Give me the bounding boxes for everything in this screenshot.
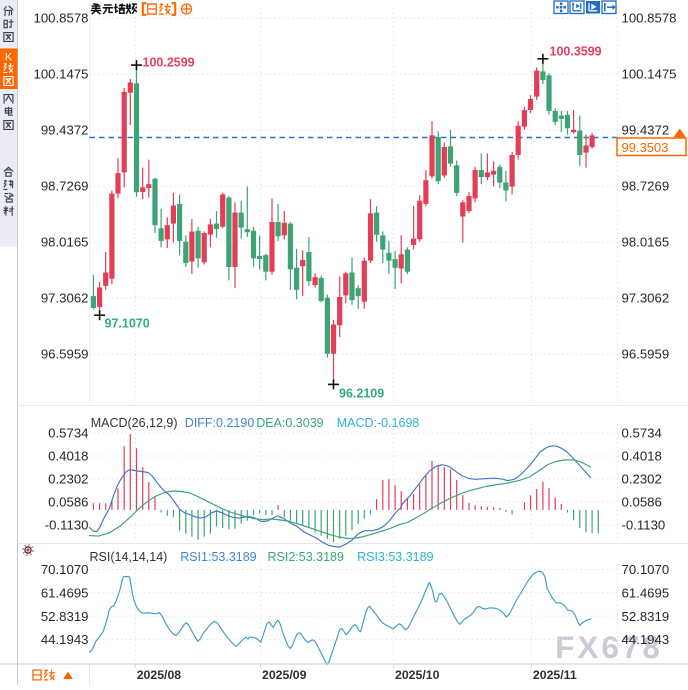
svg-text:98.7269: 98.7269: [622, 179, 670, 194]
svg-text:100.8578: 100.8578: [33, 11, 88, 26]
svg-text:2025/11: 2025/11: [533, 668, 577, 682]
svg-text:96.5959: 96.5959: [41, 347, 89, 362]
svg-text:70.1070: 70.1070: [41, 562, 89, 577]
svg-text:98.0165: 98.0165: [41, 235, 89, 250]
svg-text:100.1475: 100.1475: [33, 67, 88, 82]
svg-text:97.3062: 97.3062: [41, 291, 89, 306]
svg-text:DIFF:0.2190: DIFF:0.2190: [185, 416, 255, 430]
svg-text:52.8319: 52.8319: [622, 609, 670, 624]
svg-text:0.4018: 0.4018: [48, 449, 88, 464]
svg-text:96.5959: 96.5959: [622, 347, 670, 362]
svg-text:0.2302: 0.2302: [622, 472, 662, 487]
svg-text:44.1943: 44.1943: [41, 632, 89, 647]
svg-text:52.8319: 52.8319: [41, 609, 89, 624]
svg-text:RSI2:53.3189: RSI2:53.3189: [268, 550, 344, 564]
svg-text:100.1475: 100.1475: [622, 67, 677, 82]
svg-text:98.7269: 98.7269: [41, 179, 89, 194]
svg-text:70.1070: 70.1070: [622, 562, 670, 577]
svg-text:RSI3:53.3189: RSI3:53.3189: [357, 550, 433, 564]
svg-text:98.0165: 98.0165: [622, 235, 670, 250]
svg-text:99.4372: 99.4372: [41, 123, 89, 138]
svg-text:0.4018: 0.4018: [622, 449, 662, 464]
svg-text:2025/08: 2025/08: [137, 668, 182, 682]
svg-text:-0.1130: -0.1130: [45, 518, 89, 533]
svg-text:K: K: [5, 52, 13, 64]
svg-text:-0.1130: -0.1130: [622, 518, 666, 533]
svg-text:100.2599: 100.2599: [143, 56, 195, 70]
svg-text:97.1070: 97.1070: [105, 317, 150, 331]
svg-text:2025/10: 2025/10: [395, 668, 440, 682]
svg-text:100.3599: 100.3599: [550, 45, 602, 59]
svg-text:96.2109: 96.2109: [339, 387, 384, 401]
svg-text:RSI1:53.3189: RSI1:53.3189: [180, 550, 256, 564]
svg-text:0.5734: 0.5734: [622, 426, 662, 441]
svg-text:0.0586: 0.0586: [48, 495, 88, 510]
svg-text:97.3062: 97.3062: [622, 291, 670, 306]
svg-text:61.4695: 61.4695: [622, 586, 670, 601]
svg-text:0.2302: 0.2302: [48, 472, 88, 487]
svg-text:2025/09: 2025/09: [262, 668, 307, 682]
svg-text:100.8578: 100.8578: [622, 11, 677, 26]
svg-text:0.5734: 0.5734: [48, 426, 88, 441]
svg-text:99.3503: 99.3503: [622, 140, 669, 155]
svg-text:61.4695: 61.4695: [41, 586, 89, 601]
svg-text:RSI(14,14,14): RSI(14,14,14): [90, 550, 168, 564]
svg-text:DEA:0.3039: DEA:0.3039: [256, 416, 323, 430]
svg-text:44.1943: 44.1943: [622, 632, 670, 647]
svg-text:99.4372: 99.4372: [622, 123, 670, 138]
svg-text:MACD:-0.1698: MACD:-0.1698: [337, 416, 420, 430]
svg-text:0.0586: 0.0586: [622, 495, 662, 510]
svg-text:MACD(26,12,9): MACD(26,12,9): [91, 416, 178, 430]
